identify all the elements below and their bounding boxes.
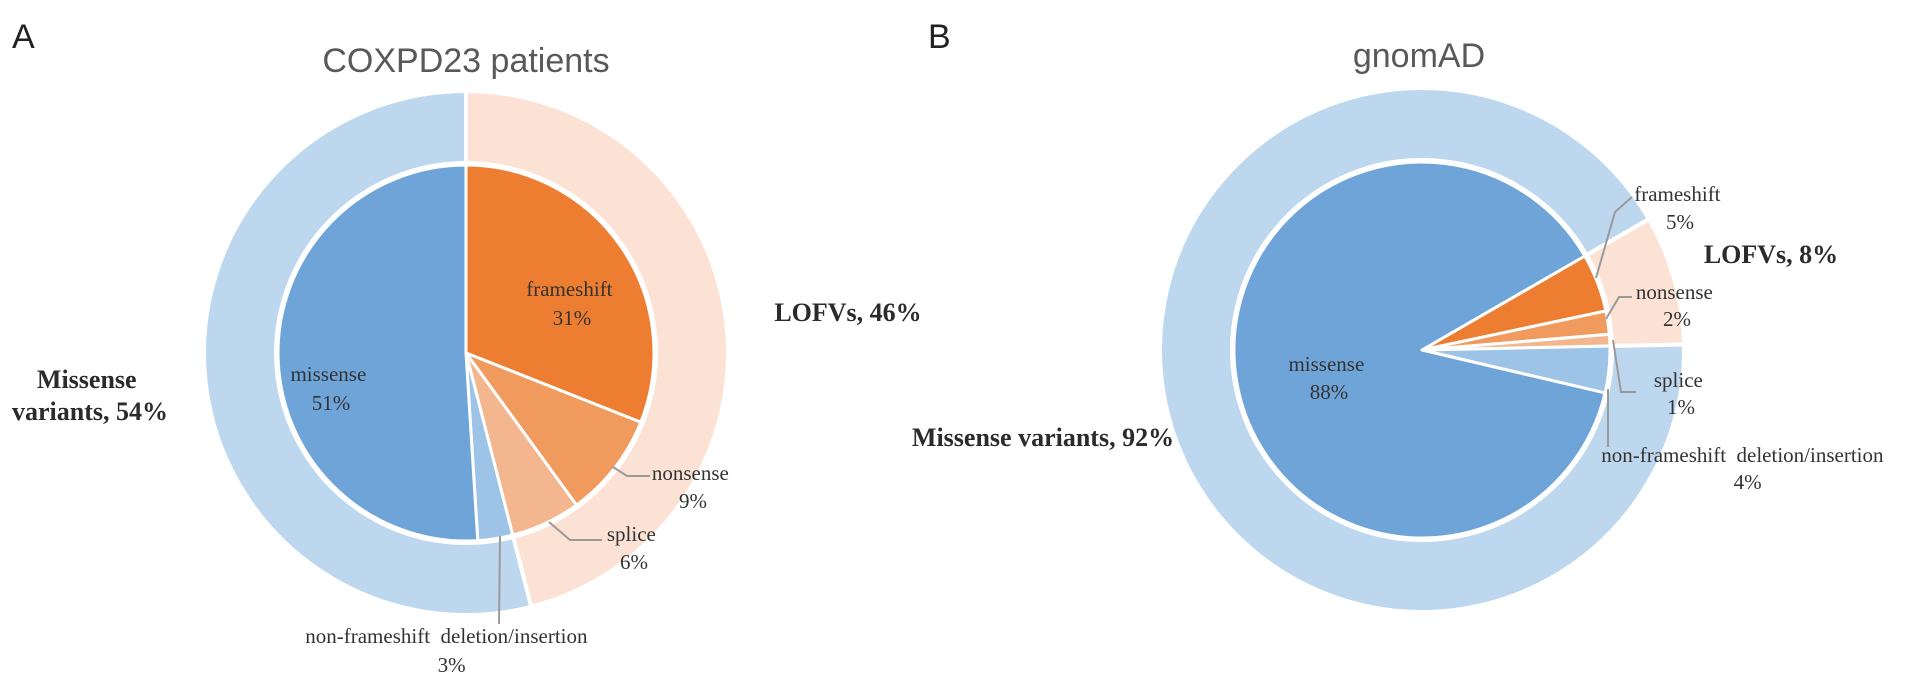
panel-a-inner-pie — [275, 162, 657, 544]
panel-letter-a: A — [12, 18, 35, 56]
panel-b: B gnomAD LOFVs, 8% Missense variants, 92… — [912, 18, 1920, 614]
panel-b-labels: LOFVs, 8% Missense variants, 92% missens… — [912, 182, 1920, 494]
panel-b-splice-label: splice 1% — [1654, 368, 1708, 419]
panel-b-frameshift-label: frameshift 5% — [1634, 182, 1726, 234]
panel-b-nonsense-label: nonsense 2% — [1636, 280, 1718, 331]
panel-a-ring-separator — [275, 162, 657, 544]
panel-a: A COXPD23 patients LOFVs, 46% Missense v… — [12, 18, 922, 677]
panel-b-frameshift-leader — [1595, 196, 1633, 279]
panel-b-ring-separator — [1231, 159, 1613, 541]
panel-a-labels: LOFVs, 46% Missense variants, 54% frames… — [12, 277, 922, 677]
panel-a-title: COXPD23 patients — [322, 42, 609, 80]
panel-b-missense-label: missense 88% — [1288, 352, 1369, 404]
panel-a-missense-variants-label: Missense variants, 54% — [12, 365, 168, 426]
panel-b-nonframeshift-label: non-frameshift deletion/insertion 4% — [1601, 443, 1920, 494]
panel-b-splice-leader — [1612, 339, 1636, 393]
panel-a-nonsense-leader — [612, 466, 650, 477]
panel-a-nonsense-label: nonsense 9% — [652, 461, 734, 513]
panel-b-missense-variants-label: Missense variants, 92% — [912, 423, 1174, 452]
panel-b-inner-pie — [1231, 159, 1613, 541]
panel-a-nonframeshift-label: non-frameshift deletion/insertion 3% — [305, 624, 635, 677]
panel-letter-b: B — [928, 18, 951, 56]
panel-b-lofvs-label: LOFVs, 8% — [1704, 240, 1838, 269]
panel-a-missense-label: missense 51% — [290, 362, 371, 415]
panel-a-frameshift-label: frameshift 31% — [526, 277, 618, 330]
panel-a-nonframeshift-leader — [498, 535, 501, 625]
panel-a-splice-label: splice 6% — [607, 522, 661, 574]
panel-b-title: gnomAD — [1353, 37, 1485, 75]
panel-a-splice-leader — [548, 521, 602, 541]
panel-a-lofvs-label: LOFVs, 46% — [774, 298, 921, 327]
panel-b-nonsense-leader — [1605, 296, 1632, 320]
